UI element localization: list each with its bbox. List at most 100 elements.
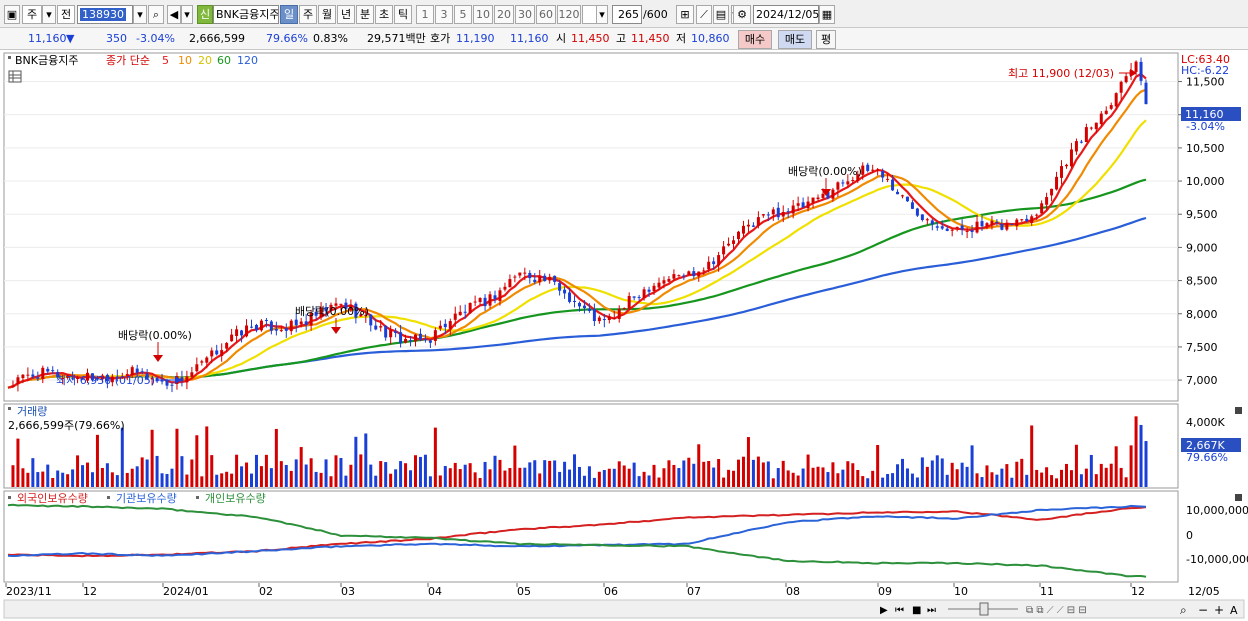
volume-bar: [592, 477, 596, 487]
table-view-icon[interactable]: [8, 70, 22, 83]
legend-foreign[interactable]: 외국인보유수량: [17, 492, 88, 505]
prev-button[interactable]: 전: [57, 5, 75, 24]
holdings-panel-close-icon[interactable]: [1235, 494, 1242, 501]
speaker-icon[interactable]: ◀: [167, 5, 181, 24]
volume-bar: [1139, 424, 1143, 487]
period-second-tab[interactable]: 초: [375, 5, 393, 24]
auto-scale-icon[interactable]: A: [1230, 604, 1238, 617]
sell-button[interactable]: 매도: [778, 30, 812, 49]
volume-bar: [190, 459, 194, 487]
draw-line-icon[interactable]: ⟋: [696, 5, 712, 24]
zoom-slider-handle[interactable]: [979, 602, 989, 616]
volume-bar: [374, 475, 378, 487]
price-change: 350: [106, 32, 127, 45]
zoom-out-icon[interactable]: −: [1198, 603, 1208, 617]
scroll-last-icon[interactable]: ⏭: [927, 605, 936, 616]
period-tick-tab[interactable]: 틱: [394, 5, 412, 24]
legend-main[interactable]: 종가 단순: [106, 54, 150, 67]
search-icon[interactable]: ⌕: [148, 5, 164, 24]
legend-institution[interactable]: 기관보유수량: [116, 492, 177, 505]
panel-stock-name[interactable]: BNK금융지주: [15, 54, 78, 67]
zoom-in-icon[interactable]: +: [1214, 603, 1224, 617]
candle-body: [846, 181, 850, 185]
count-input[interactable]: 265: [612, 5, 642, 24]
interval-60-button[interactable]: 60: [536, 5, 556, 24]
legend-ma20[interactable]: 20: [198, 54, 212, 67]
price-change-pct: -3.04%: [136, 32, 175, 45]
candle-body: [115, 376, 119, 378]
stock-code-input[interactable]: 138930: [77, 5, 133, 24]
candle-body: [652, 285, 656, 292]
buy-button[interactable]: 매수: [738, 30, 772, 49]
calendar-icon[interactable]: ▦: [819, 5, 835, 24]
interval-5-button[interactable]: 5: [454, 5, 472, 24]
volume-bar: [1074, 444, 1078, 487]
interval-20-button[interactable]: 20: [494, 5, 514, 24]
volume-bar: [369, 464, 373, 487]
stop-icon[interactable]: ■: [912, 605, 921, 616]
volume-current-pct: 79.66%: [1186, 451, 1228, 464]
zoom-search-icon[interactable]: ⌕: [1180, 603, 1187, 617]
code-dropdown-icon[interactable]: ▾: [133, 5, 147, 24]
main-menu-button[interactable]: 주: [22, 5, 42, 24]
volume-bar: [488, 469, 492, 487]
candle-body: [1069, 149, 1073, 167]
stock-code-text: 138930: [80, 8, 126, 21]
candle-body: [71, 377, 75, 379]
candle-body: [1144, 82, 1148, 105]
volume-bar: [1089, 454, 1093, 487]
scroll-right-icon[interactable]: ▶: [880, 605, 888, 616]
period-minute-tab[interactable]: 분: [356, 5, 374, 24]
candle-body: [130, 367, 134, 376]
tools-icon[interactable]: ⊞: [676, 5, 694, 24]
legend-ma60[interactable]: 60: [217, 54, 231, 67]
scroll-bar[interactable]: [3, 599, 1245, 619]
volume-bar: [687, 457, 691, 487]
period-year-tab[interactable]: 년: [337, 5, 355, 24]
bid-label: 호가: [430, 32, 451, 45]
candle-body: [1094, 122, 1098, 130]
legend-ma5[interactable]: 5: [162, 54, 169, 67]
candle-body: [235, 329, 239, 337]
legend-ma10[interactable]: 10: [178, 54, 192, 67]
stock-chart[interactable]: 11,50011,00010,50010,0009,5009,0008,5008…: [0, 50, 1248, 621]
volume-bar: [1055, 478, 1059, 487]
volume-bar: [1104, 467, 1108, 487]
main-menu-dropdown-icon[interactable]: ▾: [42, 5, 56, 24]
date-input[interactable]: 2024/12/05: [753, 5, 819, 24]
interval-10-button[interactable]: 10: [473, 5, 493, 24]
save-icon[interactable]: ▤: [713, 5, 729, 24]
interval-120-button[interactable]: 120: [557, 5, 581, 24]
candle-body: [920, 214, 924, 220]
candle-body: [707, 261, 711, 270]
scroll-first-icon[interactable]: ⏮: [895, 605, 904, 616]
volume-bar: [309, 458, 313, 487]
volume-bar: [81, 465, 85, 487]
legend-individual[interactable]: 개인보유수량: [205, 492, 266, 505]
volume-bar: [304, 464, 308, 487]
candle-body: [245, 325, 249, 337]
volume-title[interactable]: 거래량: [17, 405, 47, 418]
period-month-tab[interactable]: 월: [318, 5, 336, 24]
ma5-line: [7, 72, 1147, 389]
candle-body: [816, 197, 820, 200]
window-menu-icon[interactable]: ▣: [4, 5, 20, 24]
volume-bar: [359, 454, 363, 487]
custom-interval-dropdown-icon[interactable]: ▾: [596, 5, 608, 24]
volume-panel-close-icon[interactable]: [1235, 407, 1242, 414]
interval-30-button[interactable]: 30: [515, 5, 535, 24]
eval-button[interactable]: 평: [816, 30, 836, 49]
period-week-tab[interactable]: 주: [299, 5, 317, 24]
legend-ma120[interactable]: 120: [237, 54, 258, 67]
period-day-tab[interactable]: 일: [280, 5, 298, 24]
volume-bar: [1010, 477, 1014, 487]
speaker-dropdown-icon[interactable]: ▾: [181, 5, 193, 24]
interval-1-button[interactable]: 1: [416, 5, 434, 24]
dividend-annotation-1: 배당락(0.00%): [118, 329, 192, 342]
candle-body: [826, 191, 830, 199]
volume-bar: [61, 472, 65, 487]
candle-body: [1020, 219, 1024, 221]
settings-gear-icon[interactable]: ⚙: [733, 5, 751, 24]
interval-3-button[interactable]: 3: [435, 5, 453, 24]
tool-icons[interactable]: ⧉ ⧉ ⟋ ⟋ ⊟ ⊟: [1026, 605, 1087, 616]
